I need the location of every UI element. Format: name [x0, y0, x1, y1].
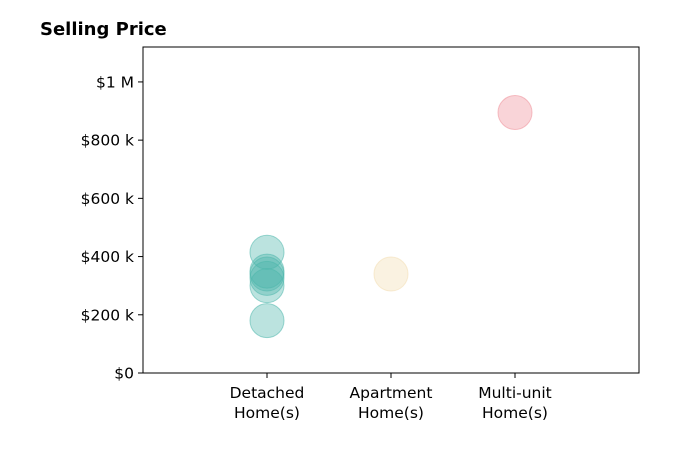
x-tick-label-line: Detached [230, 384, 305, 402]
x-tick-label-line: Home(s) [482, 404, 548, 422]
y-tick-label: $1 M [96, 73, 134, 91]
x-tick-label-line: Multi-unit [478, 384, 552, 402]
data-point [497, 94, 533, 130]
data-point [249, 268, 285, 304]
y-tick-label: $400 k [81, 248, 134, 266]
y-tick-label: $200 k [81, 306, 134, 324]
data-point [249, 234, 285, 270]
x-tick-label-line: Home(s) [358, 404, 424, 422]
data-point [373, 256, 409, 292]
data-point [249, 303, 285, 339]
plot-frame [142, 46, 640, 374]
x-tick-label: Apartment Home(s) [350, 384, 433, 422]
data-point [249, 260, 285, 296]
x-tick-label: Multi-unit Home(s) [478, 384, 552, 422]
y-tick-label: $800 k [81, 132, 134, 150]
chart-title: Selling Price [40, 19, 167, 40]
x-tick-label: Detached Home(s) [230, 384, 305, 422]
y-axis: $0 $200 k $400 k $600 k $800 k $1 M [81, 73, 143, 383]
x-axis: Detached Home(s)Apartment Home(s)Multi-uni… [230, 373, 552, 422]
y-tick-label: $600 k [81, 190, 134, 208]
data-points [249, 94, 533, 339]
x-tick-label-line: Home(s) [234, 404, 300, 422]
y-tick-label: $0 [114, 365, 134, 383]
data-point [249, 253, 285, 289]
x-tick-label-line: Apartment [350, 384, 433, 402]
